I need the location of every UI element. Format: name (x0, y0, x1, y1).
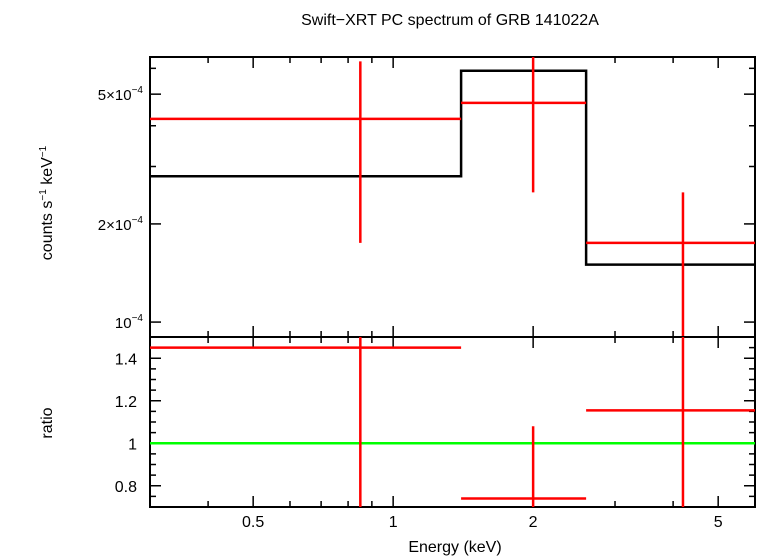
ratio-y-tick-label: 1.4 (115, 351, 137, 368)
ylabel-main: counts s (39, 201, 56, 261)
ratio-data-point (461, 426, 587, 507)
ratio-y-tick-label: 1.2 (115, 394, 137, 411)
x-tick-labels: 0.5 1 2 5 (242, 514, 723, 531)
spectrum-data-point (150, 61, 462, 243)
ratio-y-axis-label: ratio (39, 407, 56, 438)
x-tick-label: 2 (529, 514, 538, 531)
ratio-data-point (150, 337, 462, 507)
ratio-panel: 0.8 1 1.2 1.4 ratio (39, 336, 756, 508)
tick-exponent: −4 (132, 313, 144, 324)
model-step-line (150, 69, 755, 266)
tick-mantissa: 5×10 (98, 87, 132, 104)
ratio-data-point (586, 337, 755, 507)
spectrum-panel-frame (149, 56, 756, 338)
model-histogram (150, 69, 755, 266)
spectrum-data-point (586, 192, 755, 337)
ratio-data-points (150, 337, 755, 507)
spectrum-y-tick-label: 10−4 (115, 313, 144, 332)
spectrum-panel-ticks: 10−42×10−45×10−4 (98, 57, 756, 337)
ratio-y-tick-label: 1 (128, 436, 137, 453)
ylabel-exponent-2: −1 (38, 145, 49, 157)
tick-mantissa: 2×10 (98, 217, 132, 234)
ylabel-mid: keV (39, 157, 56, 189)
tick-mantissa: 10 (115, 315, 132, 332)
spectrum-y-tick-label: 5×10−4 (98, 85, 144, 104)
ratio-panel-ticks: 0.8 1 1.2 1.4 (115, 336, 756, 508)
tick-exponent: −4 (132, 215, 144, 226)
x-tick-label: 5 (714, 514, 723, 531)
spectrum-y-axis-label: counts s−1 keV−1 (38, 145, 56, 260)
x-axis-label: Energy (keV) (408, 539, 501, 556)
ratio-y-tick-label: 0.8 (115, 479, 137, 496)
ratio-panel-frame (149, 336, 756, 508)
chart-title: Swift−XRT PC spectrum of GRB 141022A (301, 12, 599, 29)
spectrum-panel: 10−42×10−45×10−4 counts s−1 keV−1 (38, 56, 756, 338)
spectrum-data-point (461, 57, 587, 193)
tick-exponent: −4 (132, 85, 144, 96)
spectrum-y-tick-label: 2×10−4 (98, 215, 144, 234)
spectrum-data-points (150, 57, 755, 337)
x-tick-label: 0.5 (242, 514, 264, 531)
x-tick-label: 1 (389, 514, 398, 531)
ylabel-exponent-1: −1 (38, 189, 49, 201)
